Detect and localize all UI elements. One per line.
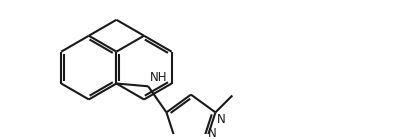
Text: N: N [217, 113, 226, 126]
Text: N: N [208, 127, 217, 139]
Text: NH: NH [150, 71, 167, 84]
